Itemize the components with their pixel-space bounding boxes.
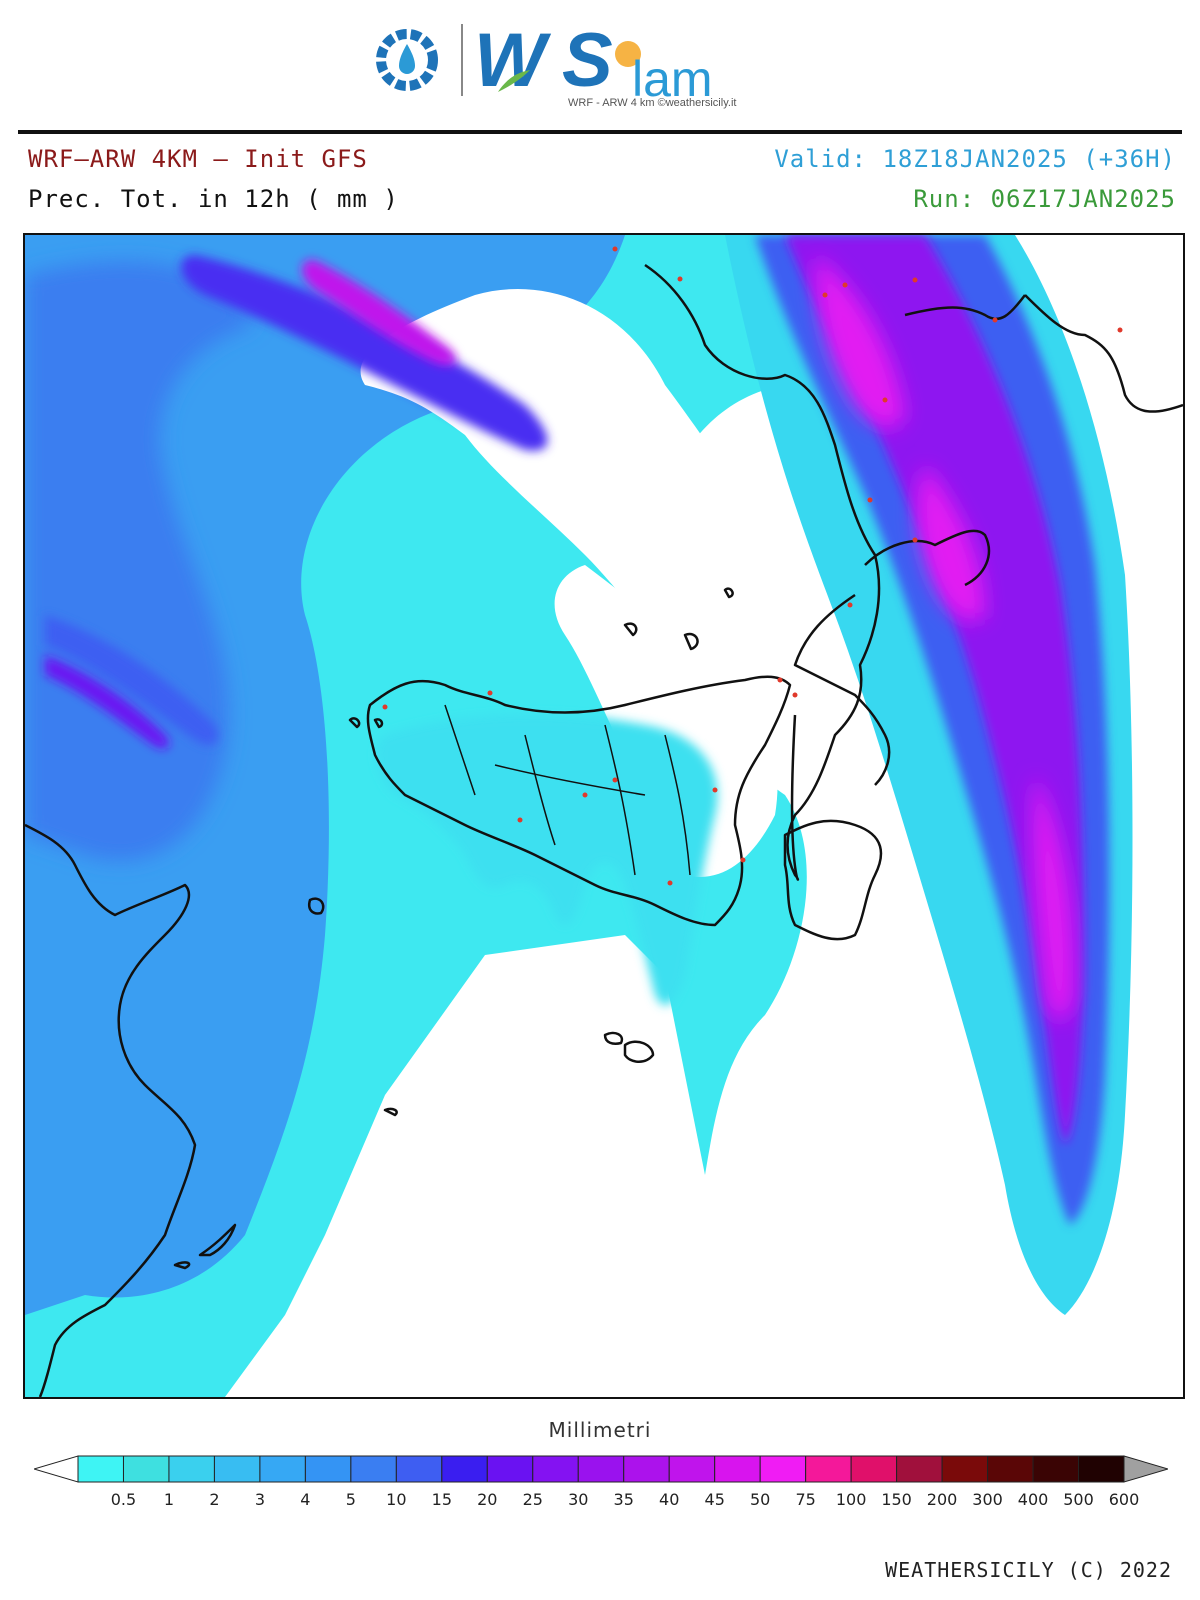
precip-west-blue <box>25 235 625 1315</box>
colorbar-swatch <box>714 1455 761 1483</box>
dry-zone-central <box>554 565 778 877</box>
logo-subtitle: WRF - ARW 4 km ©weathersicily.it <box>568 97 737 109</box>
svg-text:lam: lam <box>632 51 713 107</box>
map-canvas <box>25 235 1183 1397</box>
colorbar-label: 1 <box>163 1490 175 1509</box>
precip-streak-2 <box>45 615 219 745</box>
colorbar-swatch <box>805 1455 852 1483</box>
colorbar-label: 300 <box>972 1490 1003 1509</box>
colorbar-label: 25 <box>522 1490 543 1509</box>
colorbar-swatch <box>896 1455 943 1483</box>
colorbar-label: 100 <box>835 1490 867 1509</box>
colorbar-label: 45 <box>704 1490 725 1509</box>
model-title: WRF–ARW 4KM – Init GFS <box>28 145 368 173</box>
colorbar-label: 50 <box>749 1490 771 1509</box>
precip-east-magenta <box>815 255 1074 1021</box>
colorbar-label: 75 <box>795 1490 816 1509</box>
colorbar-label: 40 <box>659 1490 680 1509</box>
colorbar-swatch <box>850 1455 898 1483</box>
colorbar-label: 3 <box>254 1490 265 1509</box>
colorbar <box>34 1455 1168 1483</box>
colorbar-swatch <box>623 1455 670 1483</box>
colorbar-label: 5 <box>345 1490 356 1509</box>
colorbar-swatch <box>441 1455 488 1483</box>
colorbar-title: Millimetri <box>548 1418 652 1442</box>
colorbar-swatch <box>122 1455 170 1483</box>
header-rule <box>18 130 1182 134</box>
colorbar-swatch <box>395 1455 443 1483</box>
copyright-footer: WEATHERSICILY (C) 2022 <box>885 1558 1172 1582</box>
colorbar-swatch <box>213 1455 261 1483</box>
colorbar-swatch <box>987 1455 1034 1483</box>
svg-text:S: S <box>562 18 613 103</box>
colorbar-labels: 0.5 1 2 3 4 5 10 15 20 25 30 35 40 45 50 75 100 150 200 300… <box>0 1490 1200 1514</box>
colorbar-swatch <box>759 1455 807 1483</box>
coastlines <box>25 263 1183 1397</box>
colorbar-label: 400 <box>1017 1490 1049 1509</box>
gear-droplet-icon <box>376 29 438 91</box>
colorbar-label: 500 <box>1063 1490 1094 1509</box>
precipitation-map <box>23 233 1185 1399</box>
colorbar-swatch <box>668 1455 716 1483</box>
precip-streak-1-core <box>301 259 456 366</box>
colorbar-swatch <box>1032 1455 1080 1483</box>
colorbar-label: 10 <box>386 1490 407 1509</box>
colorbar-label: 20 <box>477 1490 498 1509</box>
city-markers <box>382 246 1123 886</box>
colorbar-label: 35 <box>613 1490 634 1509</box>
precip-east-purple <box>785 235 1084 1145</box>
colorbar-swatch <box>1078 1455 1125 1483</box>
wslam-logo: W S lam <box>376 18 713 107</box>
colorbar-label: 0.5 <box>110 1490 137 1509</box>
colorbar-swatch <box>350 1455 397 1483</box>
colorbar-label: 2 <box>209 1490 220 1509</box>
precip-streak-3 <box>45 655 170 749</box>
colorbar-swatch <box>577 1455 625 1483</box>
colorbar-swatch <box>532 1455 579 1483</box>
colorbar-swatch <box>259 1455 306 1483</box>
colorbar-label: 200 <box>926 1490 958 1509</box>
precip-streak-1 <box>181 255 548 451</box>
colorbar-swatch <box>304 1455 352 1483</box>
colorbar-label: 600 <box>1108 1490 1140 1509</box>
colorbar-over-triangle <box>1123 1455 1168 1483</box>
run-time: Run: 06Z17JAN2025 <box>913 185 1176 213</box>
colorbar-swatch <box>941 1455 989 1483</box>
colorbar-label: 4 <box>300 1490 311 1509</box>
colorbar-label: 150 <box>881 1490 912 1509</box>
colorbar-label: 15 <box>431 1490 452 1509</box>
svg-text:W: W <box>474 18 552 103</box>
valid-time: Valid: 18Z18JAN2025 (+36H) <box>774 145 1176 173</box>
field-title: Prec. Tot. in 12h ( mm ) <box>28 185 399 213</box>
colorbar-swatch <box>77 1455 124 1483</box>
colorbar-label: 30 <box>568 1490 589 1509</box>
colorbar-swatch <box>486 1455 534 1483</box>
colorbar-swatch <box>168 1455 215 1483</box>
colorbar-under-triangle <box>34 1455 79 1483</box>
